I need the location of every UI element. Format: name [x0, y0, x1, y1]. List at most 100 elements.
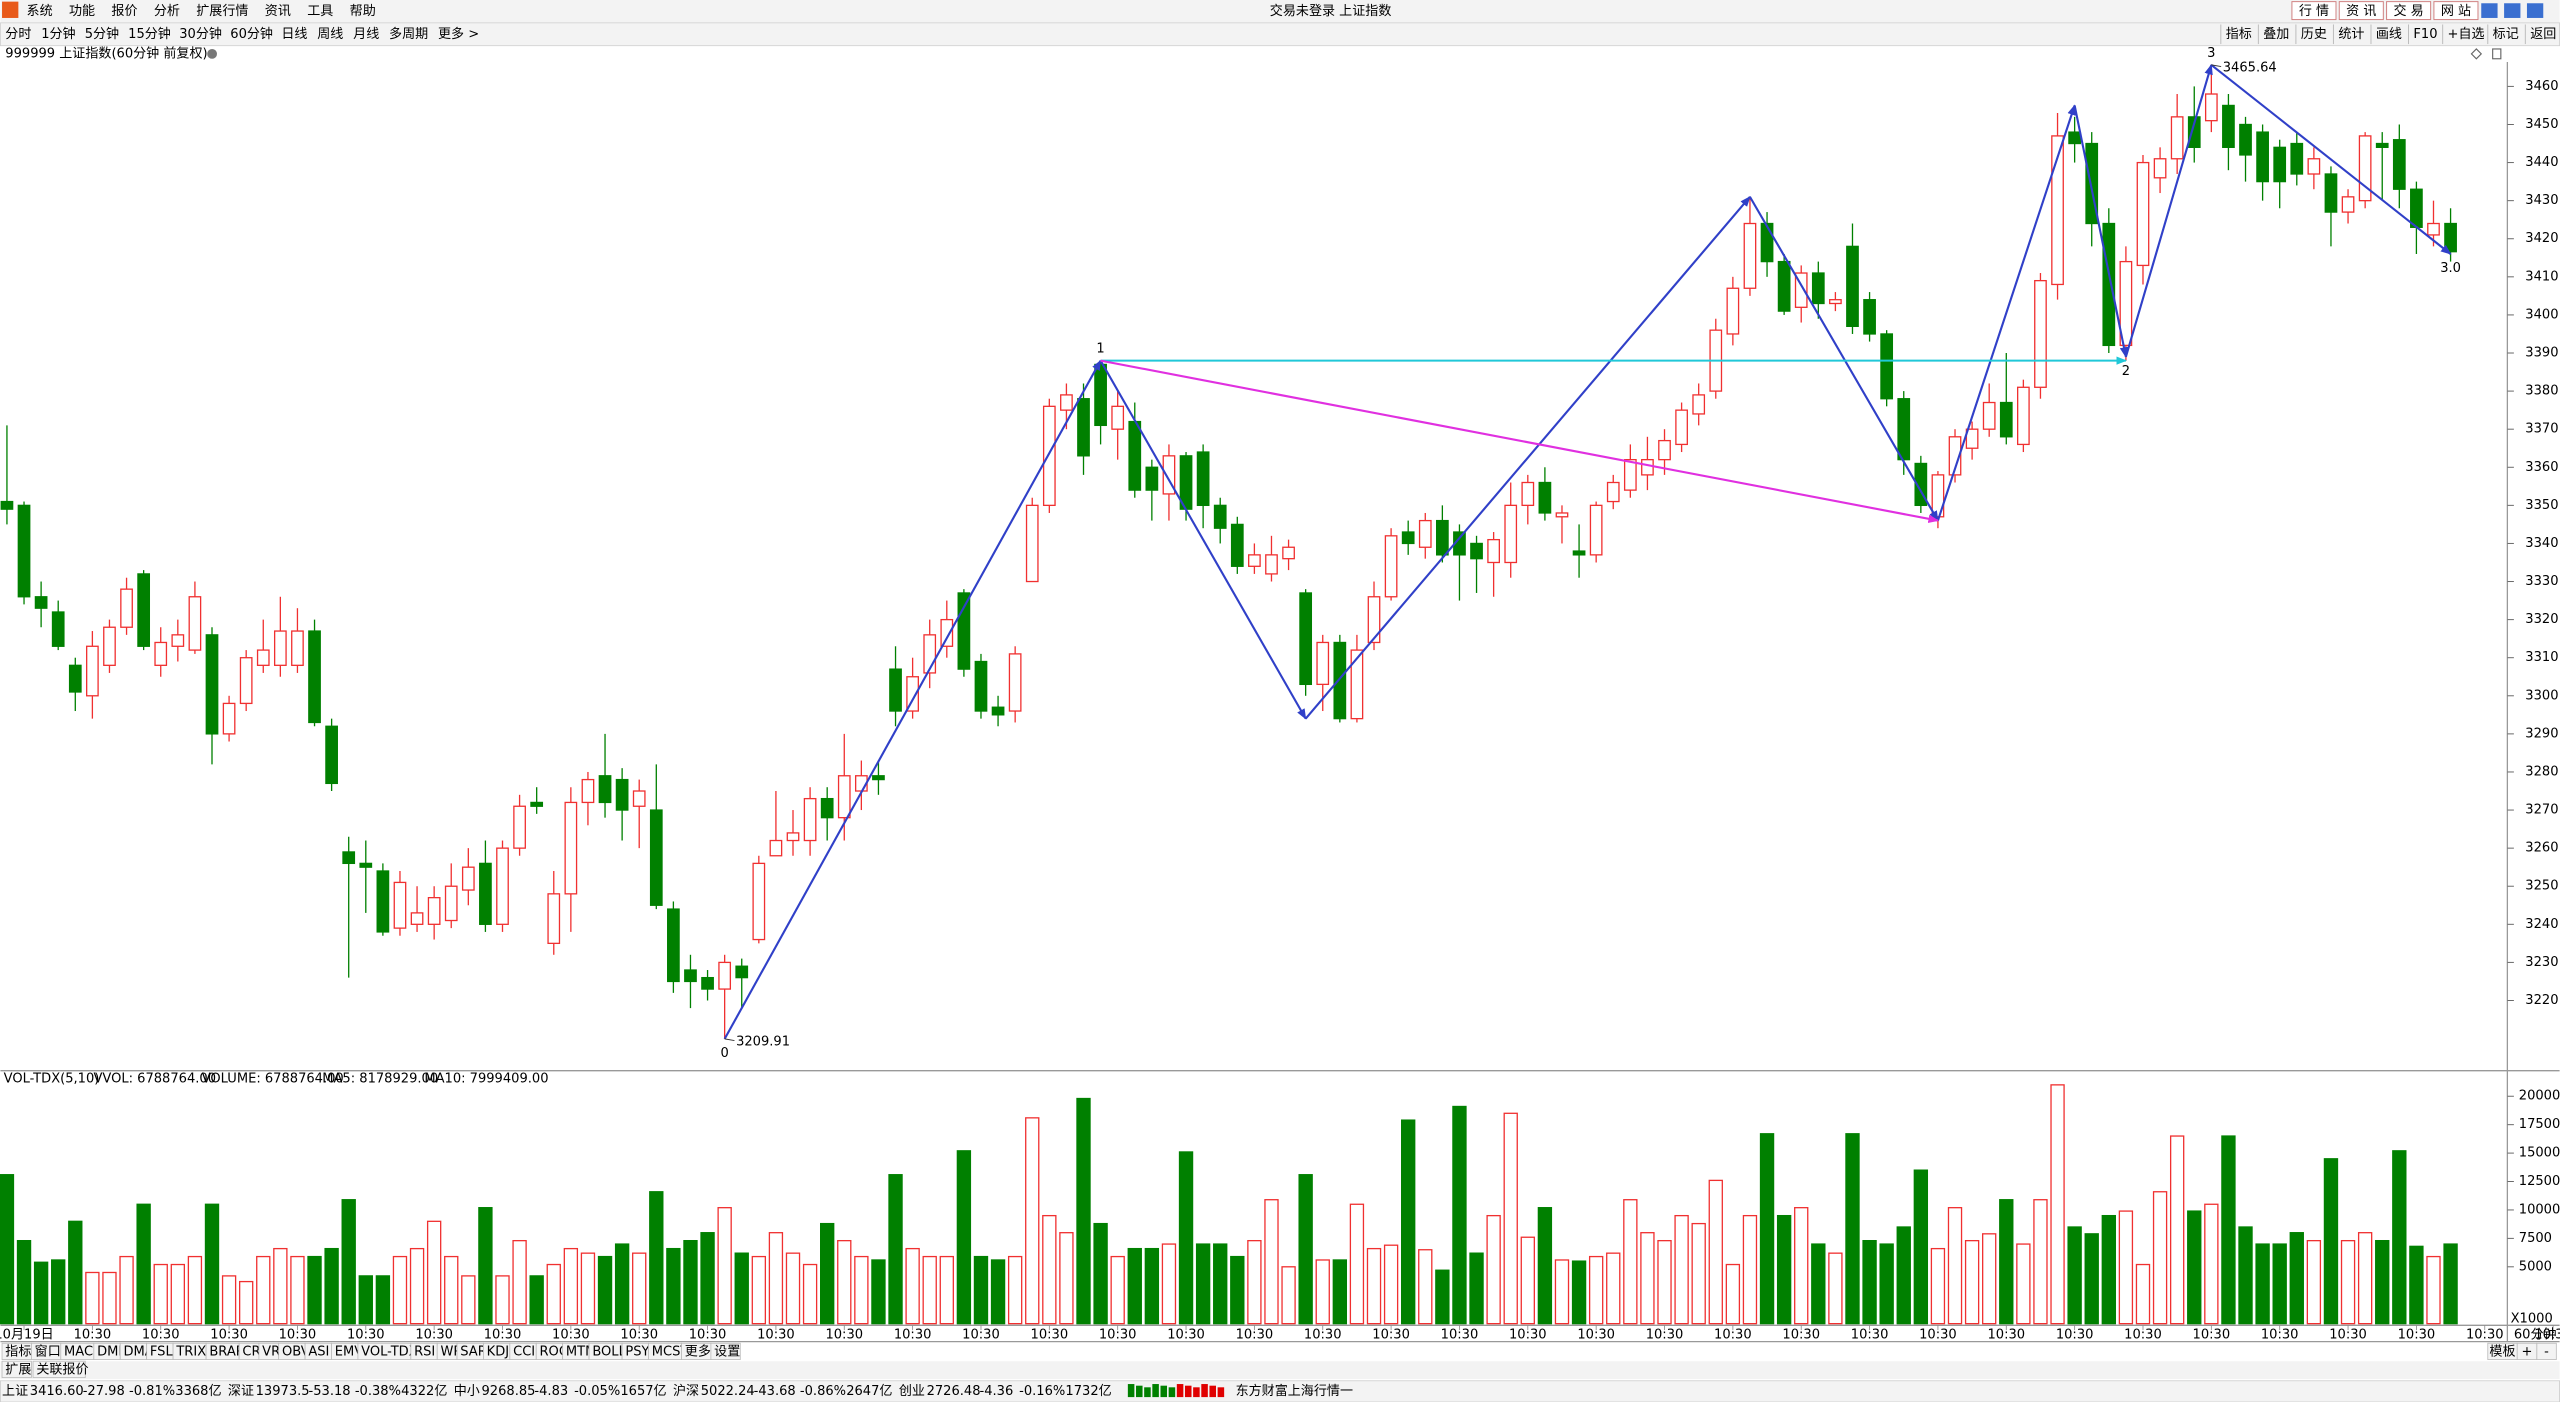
- tool-button[interactable]: 画线: [2376, 27, 2402, 42]
- menu-item[interactable]: 帮助: [350, 4, 376, 19]
- y-tick-label: 3440: [2525, 155, 2558, 170]
- period-tab[interactable]: 分时: [5, 27, 31, 42]
- bottom-tab[interactable]: [1, 1360, 32, 1378]
- candle-body: [325, 725, 338, 785]
- candle-body: [2222, 104, 2235, 148]
- tool-button[interactable]: 指标: [2226, 27, 2252, 42]
- indicator-tab-label[interactable]: CCI: [513, 1345, 535, 1360]
- indicator-tab-label[interactable]: FSL: [150, 1345, 174, 1360]
- period-tab[interactable]: 月线: [353, 27, 379, 42]
- candle-body: [1641, 458, 1654, 476]
- menu-item[interactable]: 报价: [111, 4, 137, 19]
- volume-bar: [16, 1239, 32, 1325]
- candle-body: [1606, 481, 1620, 503]
- index-value: -4.36: [979, 1384, 1013, 1399]
- indicator-tab-label[interactable]: BOLL: [592, 1345, 626, 1360]
- tool-button[interactable]: 标记: [2493, 27, 2519, 42]
- indicator-tab-label[interactable]: EMV: [335, 1345, 364, 1360]
- window-button[interactable]: [2526, 3, 2544, 18]
- wave-line: [723, 359, 1102, 1040]
- indicator-tab-label[interactable]: CR: [242, 1345, 260, 1360]
- indicator-tab-label[interactable]: RSI: [414, 1345, 435, 1360]
- indicator-tab-label[interactable]: VR: [262, 1345, 280, 1360]
- volume-bar: [1383, 1244, 1399, 1325]
- menu-item[interactable]: 系统: [27, 4, 53, 19]
- menu-button-label[interactable]: 资 讯: [2346, 4, 2376, 19]
- indicator-header: VOLUME: 6788764.00: [202, 1071, 344, 1086]
- period-tab[interactable]: 15分钟: [128, 26, 171, 42]
- volume-bar: [1144, 1247, 1160, 1325]
- panel-button-label[interactable]: -: [2544, 1345, 2549, 1360]
- menu-button[interactable]: [2386, 1, 2432, 21]
- menu-item[interactable]: 功能: [69, 4, 95, 19]
- menu-button-label[interactable]: 交 易: [2393, 3, 2423, 19]
- indicator-tab-label[interactable]: 更多: [685, 1344, 711, 1360]
- indicator-tab-label[interactable]: ASI: [308, 1345, 329, 1360]
- period-tab[interactable]: 更多 >: [438, 26, 479, 42]
- indicator-tab-label[interactable]: DMA: [124, 1345, 154, 1360]
- chart-icon[interactable]: [2492, 48, 2502, 60]
- x-tick-label: 10:30: [1304, 1328, 1342, 1343]
- bottom-tab[interactable]: [32, 1360, 86, 1378]
- period-tab[interactable]: 1分钟: [41, 26, 75, 42]
- indicator-tab-label[interactable]: 设置: [714, 1345, 740, 1360]
- menu-item[interactable]: 扩展行情: [196, 4, 248, 19]
- volume-bar: [85, 1271, 100, 1325]
- tool-button[interactable]: 历史: [2301, 27, 2327, 42]
- indicator-tab-label[interactable]: PSY: [625, 1345, 649, 1360]
- indicator-tab-label[interactable]: ROC: [540, 1345, 568, 1360]
- tool-button[interactable]: 返回: [2530, 27, 2556, 42]
- indicator-tab-label[interactable]: 窗口: [35, 1344, 61, 1360]
- indicator-tab-label[interactable]: 指标: [5, 1345, 31, 1360]
- candle-body: [137, 573, 151, 647]
- candle-body: [2068, 131, 2082, 145]
- indicator-tab-label[interactable]: SAR: [460, 1345, 487, 1360]
- period-tab[interactable]: 60分钟: [230, 26, 273, 42]
- bottom-tab-label[interactable]: 关联报价: [36, 1363, 88, 1378]
- indicator-tab-label[interactable]: OBV: [282, 1345, 310, 1360]
- candle-body: [51, 611, 65, 647]
- menu-item[interactable]: 工具: [307, 4, 333, 19]
- menu-item[interactable]: 资讯: [265, 4, 291, 19]
- indicator-tab-label[interactable]: MCST: [652, 1345, 689, 1360]
- period-tab[interactable]: 5分钟: [85, 26, 119, 42]
- volume-bar: [632, 1252, 647, 1325]
- indicator-tab-label[interactable]: VOL-TDX: [361, 1345, 418, 1360]
- indicator-tab[interactable]: [710, 1342, 741, 1360]
- indicator-tab-label[interactable]: KDJ: [487, 1345, 509, 1360]
- panel-button-label[interactable]: 模板: [2489, 1345, 2515, 1360]
- indicator-tab-label[interactable]: DMI: [97, 1345, 122, 1360]
- candle-body: [564, 801, 578, 895]
- menu-button[interactable]: [2338, 1, 2384, 21]
- candle-body: [1333, 641, 1347, 720]
- window-button[interactable]: [2504, 3, 2521, 18]
- tool-button[interactable]: +自选: [2448, 27, 2485, 42]
- tool-button[interactable]: F10: [2413, 27, 2437, 42]
- volume-bar: [546, 1263, 561, 1325]
- x-tick-label: 10:30: [2056, 1328, 2094, 1343]
- menu-button[interactable]: [2291, 1, 2337, 21]
- panel-button[interactable]: [2487, 1342, 2518, 1360]
- tool-button[interactable]: 叠加: [2263, 27, 2289, 42]
- menu-button[interactable]: [2433, 1, 2479, 21]
- indicator-tab-label[interactable]: BRAR: [209, 1345, 244, 1360]
- panel-button-label[interactable]: +: [2521, 1345, 2532, 1360]
- period-tab[interactable]: 周线: [317, 27, 343, 42]
- bottom-tab-label[interactable]: 扩展: [5, 1363, 31, 1378]
- period-tab[interactable]: 日线: [281, 27, 307, 42]
- menu-button-label[interactable]: 行 情: [2299, 4, 2329, 19]
- candle-body: [2358, 135, 2372, 202]
- window-button[interactable]: [2481, 3, 2498, 18]
- indicator-tab-label[interactable]: MACD: [64, 1345, 103, 1360]
- menu-item[interactable]: 分析: [154, 4, 180, 19]
- indicator-tab-label[interactable]: TRIX: [175, 1345, 206, 1360]
- menu-button-label[interactable]: 网 站: [2441, 4, 2471, 19]
- tool-button[interactable]: 统计: [2338, 27, 2364, 42]
- volume-bar: [1332, 1259, 1348, 1325]
- period-tab[interactable]: 多周期: [389, 26, 428, 42]
- title-icon[interactable]: [207, 48, 217, 59]
- candle-body: [1897, 398, 1911, 461]
- period-tab[interactable]: 30分钟: [179, 26, 222, 42]
- chart-icon[interactable]: [2470, 48, 2483, 60]
- y-tick-label: 3410: [2525, 269, 2558, 284]
